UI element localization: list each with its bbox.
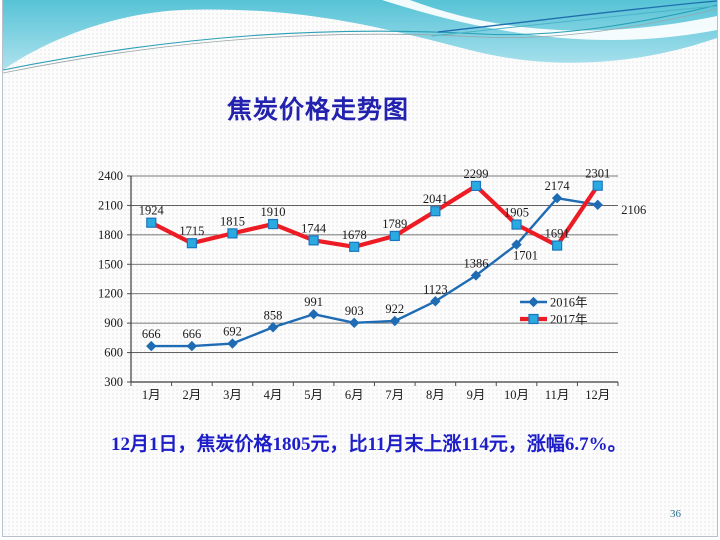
svg-text:1715: 1715	[179, 224, 204, 238]
wave-teal-shape	[3, 0, 717, 70]
price-caption: 12月1日，焦炭价格1805元，比11月末上涨114元，涨幅6.7%。	[111, 434, 627, 455]
svg-text:2106: 2106	[621, 203, 646, 217]
svg-text:2301: 2301	[585, 167, 610, 181]
chart-title: 焦炭价格走势图	[226, 96, 409, 124]
svg-text:2299: 2299	[463, 167, 488, 181]
svg-text:1123: 1123	[423, 282, 448, 296]
svg-text:1678: 1678	[342, 228, 367, 242]
series-2016年: 666 666 692 858 991 903 922 1123 1386 1701 2174 210…	[142, 179, 646, 352]
svg-text:1905: 1905	[504, 206, 529, 220]
svg-text:900: 900	[104, 316, 123, 330]
svg-text:4月: 4月	[264, 388, 283, 402]
svg-text:1200: 1200	[98, 287, 123, 301]
coke-price-trend-chart: 300 600 900 1200 1500 1800 2100 2400 1月 2月 3月 4月 5月 6…	[98, 167, 646, 402]
svg-text:2017年: 2017年	[550, 313, 588, 327]
svg-text:991: 991	[304, 295, 323, 309]
wave-thin-line-3	[437, 0, 717, 33]
svg-text:666: 666	[183, 327, 202, 341]
svg-text:3月: 3月	[223, 388, 242, 402]
svg-text:1789: 1789	[382, 217, 407, 231]
svg-text:903: 903	[345, 304, 364, 318]
svg-text:1月: 1月	[142, 388, 161, 402]
svg-text:1910: 1910	[261, 205, 286, 219]
wave-thin-line-4	[431, 5, 717, 37]
svg-text:2400: 2400	[98, 169, 123, 183]
svg-text:2174: 2174	[545, 179, 571, 193]
svg-text:692: 692	[223, 325, 242, 339]
chart-axes: 300 600 900 1200 1500 1800 2100 2400 1月 2月 3月 4月 5月 6…	[98, 169, 619, 402]
svg-text:1691: 1691	[545, 227, 570, 241]
wave-banner-decoration	[3, 0, 717, 74]
svg-text:12月: 12月	[585, 388, 610, 402]
svg-text:1500: 1500	[98, 257, 123, 271]
svg-text:300: 300	[104, 375, 123, 389]
svg-text:9月: 9月	[467, 388, 486, 402]
svg-text:1701: 1701	[513, 249, 538, 263]
svg-text:1815: 1815	[220, 214, 245, 228]
svg-text:7月: 7月	[385, 388, 404, 402]
svg-text:600: 600	[104, 346, 123, 360]
svg-text:1924: 1924	[139, 204, 165, 218]
svg-text:666: 666	[142, 327, 161, 341]
page-number: 36	[670, 508, 681, 520]
chart-legend: 2016年 2017年	[520, 296, 588, 327]
svg-text:1744: 1744	[301, 221, 327, 235]
wave-white-swoosh	[381, 0, 717, 40]
svg-text:922: 922	[385, 302, 404, 316]
svg-text:5月: 5月	[304, 388, 323, 402]
svg-text:2016年: 2016年	[550, 296, 588, 310]
svg-text:1800: 1800	[98, 228, 123, 242]
svg-text:1386: 1386	[463, 256, 488, 270]
series-2017年: 1924 1715 1815 1910 1744 1678 1789 2041 2299 1905…	[139, 167, 610, 252]
svg-text:8月: 8月	[426, 388, 445, 402]
svg-text:2041: 2041	[423, 192, 448, 206]
svg-text:2100: 2100	[98, 198, 123, 212]
svg-text:11月: 11月	[545, 388, 570, 402]
svg-text:10月: 10月	[504, 388, 529, 402]
svg-text:2月: 2月	[182, 388, 201, 402]
svg-text:858: 858	[264, 308, 283, 322]
svg-text:6月: 6月	[345, 388, 364, 402]
